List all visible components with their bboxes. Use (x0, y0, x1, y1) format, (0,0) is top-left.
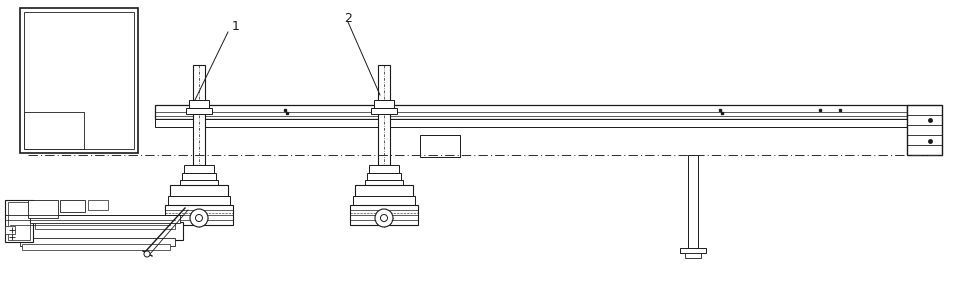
Bar (24, 112, 84, 149)
Bar (688, 155, 698, 250)
Bar (18, 222, 183, 240)
Bar (378, 65, 390, 165)
Bar (186, 108, 212, 114)
Circle shape (190, 209, 208, 227)
Circle shape (195, 214, 202, 221)
Bar (165, 205, 233, 225)
Bar (35, 223, 175, 229)
Bar (365, 180, 403, 188)
Bar (170, 185, 228, 197)
Circle shape (144, 251, 150, 257)
Bar (155, 105, 907, 119)
Bar (420, 135, 460, 157)
Bar (5, 226, 15, 234)
Bar (350, 205, 418, 225)
Bar (28, 200, 58, 218)
Bar (371, 108, 397, 114)
Circle shape (375, 209, 393, 227)
Bar (20, 8, 138, 153)
Bar (193, 65, 205, 165)
Bar (189, 100, 209, 108)
Bar (182, 173, 216, 181)
Bar (24, 12, 134, 149)
Bar (155, 119, 907, 127)
Text: 2: 2 (344, 12, 352, 24)
Text: 1: 1 (232, 21, 240, 33)
Bar (907, 105, 942, 155)
Bar (30, 215, 180, 223)
Bar (680, 248, 706, 253)
Bar (374, 100, 394, 108)
Bar (184, 165, 214, 173)
Circle shape (380, 214, 387, 221)
Bar (168, 196, 230, 206)
Bar (367, 173, 401, 181)
Bar (369, 165, 399, 173)
Bar (8, 202, 30, 240)
Bar (353, 196, 415, 206)
Bar (20, 238, 175, 246)
Bar (22, 244, 170, 250)
Bar (355, 185, 413, 197)
Bar (180, 180, 218, 188)
Bar (60, 200, 85, 212)
Bar (88, 200, 108, 210)
Bar (5, 200, 33, 242)
Bar (685, 253, 701, 258)
